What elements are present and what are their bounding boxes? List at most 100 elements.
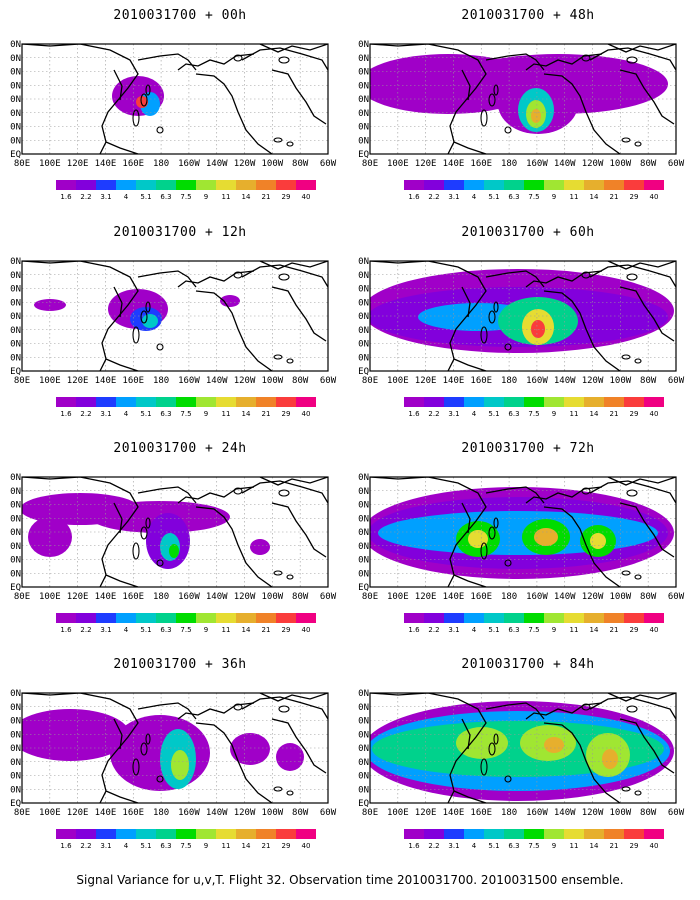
colorbar-swatch xyxy=(156,397,176,407)
colorbar-swatch xyxy=(176,613,196,623)
colorbar-label: 3.1 xyxy=(448,410,459,418)
lon-tick-label: 80E xyxy=(14,376,30,386)
colorbar-label: 21 xyxy=(610,410,619,418)
variance-shading xyxy=(370,701,674,801)
coastline xyxy=(525,486,603,504)
coastline xyxy=(461,69,471,101)
lon-tick-label: 160E xyxy=(470,159,492,169)
coastlines xyxy=(370,477,676,587)
colorbar-swatch xyxy=(276,613,296,623)
coastline xyxy=(461,718,471,750)
island xyxy=(581,271,591,279)
coastline xyxy=(241,47,328,71)
colorbar-label: 29 xyxy=(282,193,291,201)
colorbar: 1.6 2.2 3.1 4 5.1 6.3 7.5 9 11 14 21 29 40 xyxy=(56,613,316,634)
colorbar-label: 4 xyxy=(472,626,477,634)
colorbar-swatch xyxy=(176,397,196,407)
variance-contour xyxy=(544,737,564,753)
colorbar-label: 1.6 xyxy=(408,842,420,850)
lon-tick-label: 160W xyxy=(526,592,548,602)
panel-48h: 2010031700 + 48h 80E 100E 120E 140E 160E 180 1… xyxy=(358,8,698,218)
lat-tick-label: EQ xyxy=(10,583,21,593)
colorbar-label: 3.1 xyxy=(448,626,459,634)
island xyxy=(493,84,499,96)
island xyxy=(156,559,164,567)
colorbar-swatch xyxy=(644,180,664,190)
map-border xyxy=(21,260,329,372)
island xyxy=(145,733,151,745)
colorbar-swatch xyxy=(604,180,624,190)
colorbar-swatch xyxy=(196,397,216,407)
island xyxy=(132,542,140,560)
island xyxy=(621,137,631,143)
island xyxy=(581,487,591,495)
colorbar-swatch xyxy=(484,397,504,407)
lon-tick-label: 140E xyxy=(443,376,465,386)
colorbar-label: 9 xyxy=(204,410,208,418)
colorbar-label: 11 xyxy=(570,842,579,850)
colorbar-swatch xyxy=(524,180,544,190)
panel-60h: 2010031700 + 60h 80E 100E 120E 140E 160E 180 1… xyxy=(358,225,698,435)
colorbar-label: 1.6 xyxy=(408,193,420,201)
variance-contour xyxy=(142,314,158,328)
colorbar-label: 7.5 xyxy=(528,410,539,418)
colorbar-swatch xyxy=(424,397,444,407)
colorbar-label: 21 xyxy=(262,193,271,201)
island xyxy=(286,141,294,147)
island xyxy=(504,126,512,134)
lat-tick-label: 70N xyxy=(10,54,21,64)
variance-contour xyxy=(534,528,558,546)
island xyxy=(233,487,243,495)
variance-shading xyxy=(22,493,270,569)
colorbar-swatch xyxy=(584,397,604,407)
lon-tick-label: 80E xyxy=(362,376,378,386)
coastline xyxy=(137,702,197,720)
colorbar-swatch xyxy=(216,397,236,407)
colorbar-swatch xyxy=(256,829,276,839)
lon-tick-label: 120W xyxy=(234,376,256,386)
colorbar-label: 3.1 xyxy=(100,410,111,418)
map-border xyxy=(369,260,677,372)
coastline xyxy=(177,270,255,288)
colorbar-swatch xyxy=(276,180,296,190)
colorbar-label: 6.3 xyxy=(160,193,171,201)
lat-tick-label: 70N xyxy=(10,703,21,713)
colorbar: 1.6 2.2 3.1 4 5.1 6.3 7.5 9 11 14 21 29 40 xyxy=(404,613,664,634)
coastline xyxy=(241,480,328,504)
colorbar-swatch xyxy=(464,829,484,839)
colorbar-label: 1.6 xyxy=(60,410,72,418)
coastline xyxy=(619,718,675,774)
lat-tick-label: EQ xyxy=(358,799,369,809)
coastline xyxy=(453,574,487,587)
colorbar-label: 3.1 xyxy=(448,842,459,850)
lon-tick-label: 120E xyxy=(415,592,437,602)
colorbar-label: 7.5 xyxy=(528,626,539,634)
map-12h: 80E 100E 120E 140E 160E 180 160W 140W 120W 100W 80… xyxy=(10,257,337,386)
lon-tick-label: 120E xyxy=(67,808,89,818)
lat-tick-label: 20N xyxy=(10,772,21,782)
lat-tick-label: 10N xyxy=(358,785,369,795)
island xyxy=(634,358,642,364)
panel-title: 2010031700 + 36h xyxy=(113,657,247,672)
variance-contour xyxy=(378,511,658,555)
figure-caption: Signal Variance for u,v,T. Flight 32. Ob… xyxy=(76,873,624,887)
panel-24h: 2010031700 + 24h 80E 100E 120E 140E 160E 180 1… xyxy=(10,441,350,651)
lat-tick-label: 70N xyxy=(358,487,369,497)
variance-contour xyxy=(531,109,541,123)
island xyxy=(634,790,642,796)
lon-tick-label: 120E xyxy=(67,376,89,386)
lat-tick-label: EQ xyxy=(358,583,369,593)
lat-tick-label: 80N xyxy=(358,689,369,699)
lat-tick-label: 10N xyxy=(10,136,21,146)
island xyxy=(626,489,638,497)
lat-tick-label: 80N xyxy=(358,257,369,267)
colorbar-swatch xyxy=(76,613,96,623)
coastline xyxy=(619,502,675,558)
colorbar-label: 6.3 xyxy=(508,626,519,634)
lat-tick-label: 10N xyxy=(10,353,21,363)
coastline xyxy=(607,261,676,270)
lat-tick-label: 70N xyxy=(358,271,369,281)
lon-tick-label: 160E xyxy=(470,592,492,602)
lon-tick-label: 100W xyxy=(262,376,284,386)
lon-tick-label: 100E xyxy=(387,808,409,818)
